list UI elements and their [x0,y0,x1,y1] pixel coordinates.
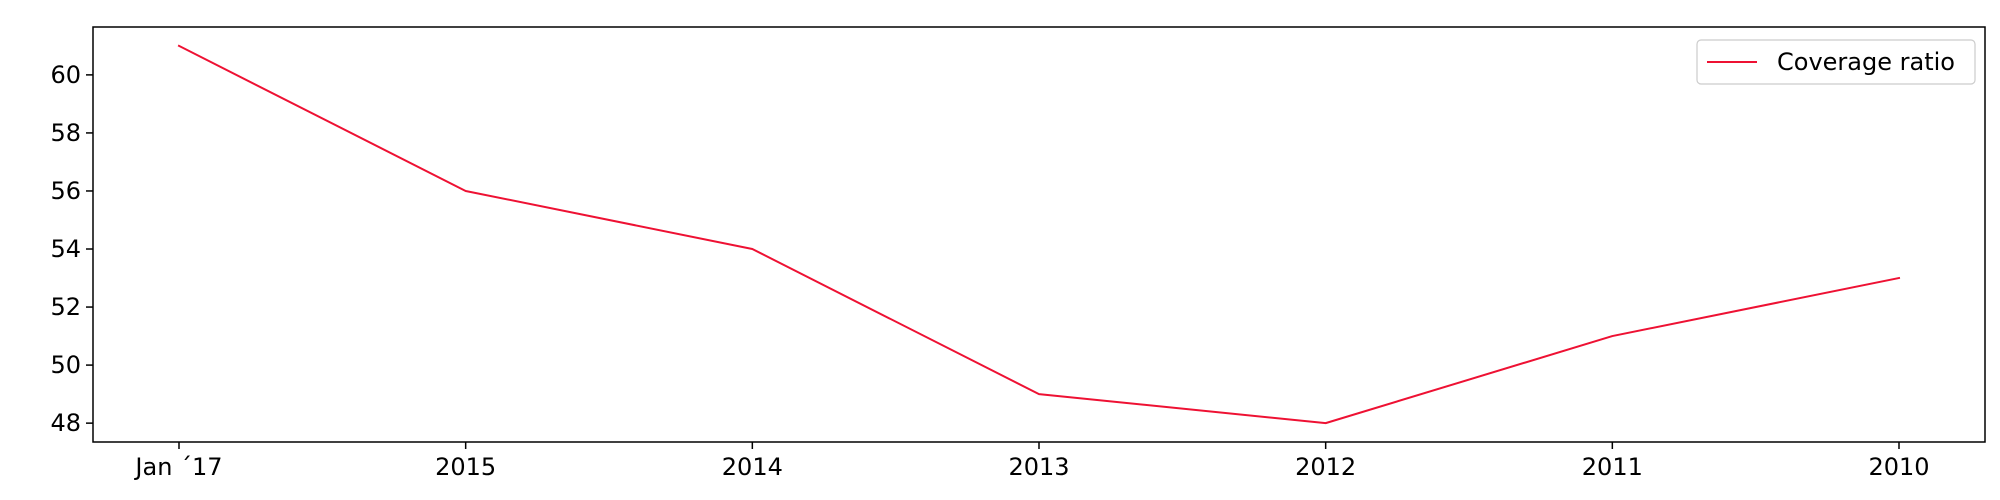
y-axis: 48 50 52 54 56 58 60 [50,61,93,437]
x-tick-label: 2012 [1295,453,1356,481]
y-tick-label: 50 [50,351,81,379]
series-layer [177,44,1901,425]
x-tick-label: 2010 [1868,453,1929,481]
x-tick-label: 2011 [1582,453,1643,481]
legend-box [1696,39,1976,85]
y-tick-label: 58 [50,119,81,147]
y-tick-label: 52 [50,293,81,321]
legend: Coverage ratio [1696,39,1976,85]
y-tick-label: 48 [50,409,81,437]
x-tick-label: 2015 [435,453,496,481]
x-tick-label: 2014 [722,453,783,481]
y-tick-label: 56 [50,177,81,205]
y-tick-label: 60 [50,61,81,89]
y-tick-label: 54 [50,235,81,263]
legend-label: Coverage ratio [1777,48,1955,76]
x-tick-label: Jan ´17 [133,453,222,481]
x-tick-label: 2013 [1008,453,1069,481]
x-axis: Jan ´17 2015 2014 2013 2012 2011 2010 [133,442,1930,481]
